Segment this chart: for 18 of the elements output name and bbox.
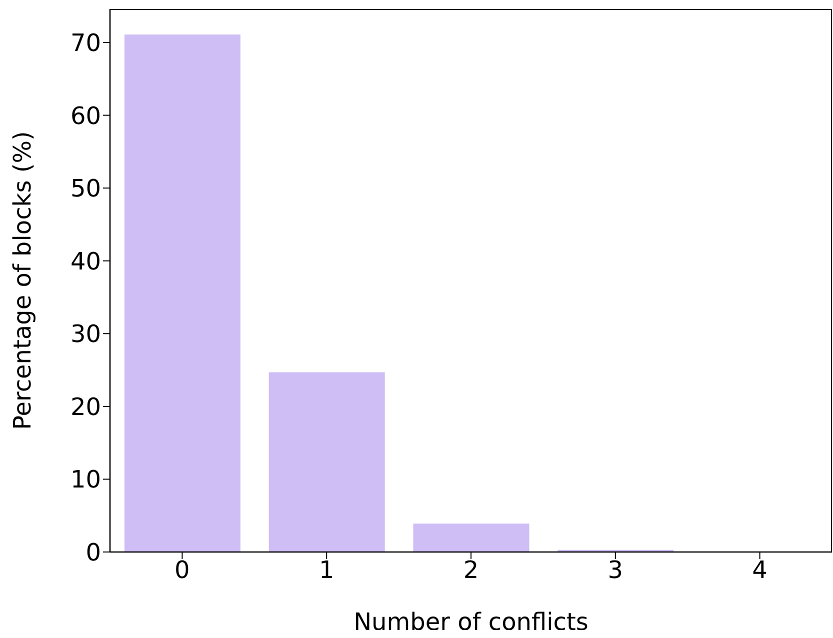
x-tick-label: 0: [174, 556, 190, 584]
bar: [268, 372, 385, 552]
bar: [413, 524, 530, 552]
y-tick-label: 10: [70, 466, 101, 494]
x-axis-title: Number of conflicts: [354, 608, 588, 636]
x-tick-label: 3: [608, 556, 624, 584]
y-tick-label: 20: [70, 392, 101, 421]
x-tick-label: 1: [318, 556, 334, 584]
y-tick-label: 40: [70, 247, 101, 276]
x-tick-label: 2: [463, 556, 479, 584]
y-tick-label: 50: [70, 174, 101, 203]
y-axis-title: Percentage of blocks (%): [8, 131, 37, 430]
y-tick-label: 30: [70, 320, 101, 348]
bar: [124, 34, 240, 552]
y-tick-label: 60: [70, 102, 101, 130]
y-tick-label: 70: [70, 29, 101, 58]
y-tick-label: 0: [86, 538, 101, 567]
x-tick-label: 4: [752, 556, 768, 584]
